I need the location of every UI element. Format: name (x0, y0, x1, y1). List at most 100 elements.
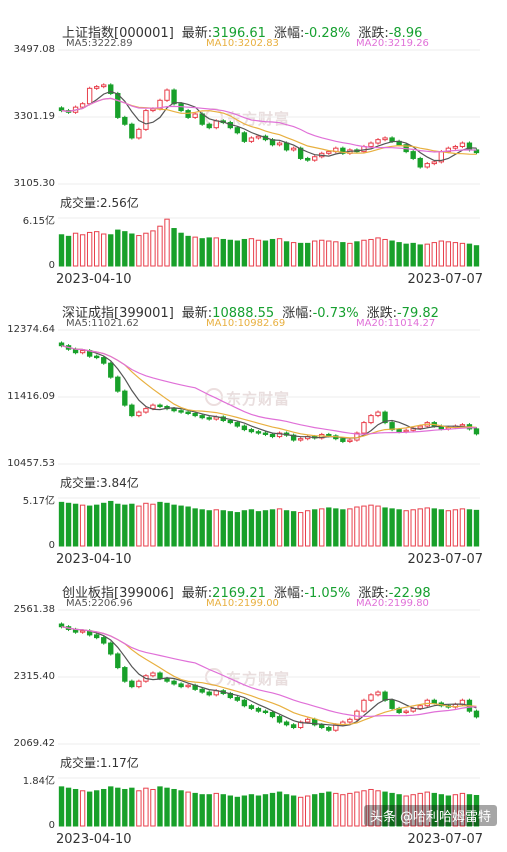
candle (101, 355, 107, 365)
volume-bar (403, 243, 409, 267)
volume-bar (466, 243, 473, 267)
ma5-legend: MA5:2206.96 (66, 598, 133, 609)
volume-bar (101, 502, 107, 547)
volume-bar (276, 238, 283, 267)
volume-bar (382, 791, 388, 827)
candle (101, 636, 107, 645)
candle (241, 424, 248, 432)
ma20-legend: MA20:3219.26 (356, 38, 429, 49)
volume-bar (276, 508, 283, 547)
volume-bar (164, 502, 170, 547)
price-chart (58, 49, 480, 185)
candle (269, 432, 276, 439)
volume-bar (241, 238, 248, 267)
volume-bar (297, 242, 304, 267)
volume-bar (206, 510, 212, 547)
volume-bar (79, 504, 86, 547)
volume-bar (192, 792, 198, 827)
volume-bar (255, 795, 262, 827)
chg-label: 涨跌: (358, 26, 389, 41)
candle (206, 690, 212, 697)
candle (375, 410, 381, 418)
volume-bar (185, 235, 191, 267)
price-tick-label: 10457.53 (7, 458, 55, 469)
volume-bar (122, 504, 128, 547)
candle (115, 375, 121, 393)
ma20-legend: MA20:11014.27 (356, 318, 436, 329)
volume-bar (326, 507, 332, 547)
volume-bar (445, 510, 452, 547)
volume-bar (354, 506, 360, 547)
volume-bar (185, 791, 191, 827)
candle (290, 433, 297, 442)
volume-bar (417, 244, 423, 267)
volume-bar (94, 231, 100, 267)
volume-bar (340, 794, 346, 827)
volume-bar (206, 237, 212, 267)
volume-bar (220, 238, 226, 267)
volume-bar (65, 787, 72, 827)
volume-bar (361, 790, 367, 827)
volume-bar (220, 794, 226, 827)
candle (185, 683, 191, 689)
volume-bar (319, 239, 325, 267)
candle (312, 155, 318, 162)
candle (340, 146, 346, 155)
volume-title: 成交量:2.56亿 (60, 196, 139, 210)
volume-bar (178, 505, 184, 547)
candle (382, 410, 388, 425)
volume-bar (424, 243, 430, 267)
candle (108, 83, 114, 96)
volume-bar (459, 792, 466, 827)
candle (333, 146, 339, 154)
volume-bar (234, 240, 241, 267)
volume-bar (150, 503, 156, 547)
volume-bar (136, 505, 142, 547)
volume-tick-label: 0 (48, 260, 55, 271)
watermark-text: 东方财富 (226, 390, 291, 408)
volume-bar (410, 242, 416, 267)
candle (185, 410, 191, 416)
candle (417, 156, 423, 169)
candle (368, 693, 374, 702)
volume-bar (255, 511, 262, 547)
candle (375, 690, 381, 697)
volume-bar (347, 792, 353, 827)
volume-bar (227, 239, 233, 267)
volume-bar (368, 788, 374, 827)
volume-bar (354, 791, 360, 827)
volume-bar (389, 240, 395, 267)
ma5-line (61, 90, 477, 162)
volume-bar (319, 792, 325, 827)
pct-value: -0.73% (312, 306, 359, 321)
candle (452, 144, 459, 150)
volume-bar (122, 788, 128, 827)
volume-tick-label: 0 (48, 820, 55, 831)
volume-bar (206, 794, 212, 827)
panel-header: 上证指数[000001] 最新:3196.61 涨幅:-0.28% 涨跌:-8.96 (62, 22, 422, 41)
index-name: 深证成指[399001] (62, 306, 174, 321)
candle (115, 652, 121, 670)
volume-bar (438, 240, 444, 267)
volume-bar (438, 794, 444, 827)
candle (122, 115, 128, 126)
volume-bar (340, 242, 346, 267)
volume-bar (340, 509, 346, 547)
date-end: 2023-07-07 (407, 832, 483, 847)
ma10-legend: MA10:3202.83 (206, 38, 279, 49)
candle (94, 633, 100, 640)
volume-bar (199, 509, 205, 547)
volume-bar (94, 504, 100, 547)
ma20-line (61, 97, 477, 153)
ma20-line (61, 626, 477, 718)
price-chart (58, 609, 480, 745)
volume-bar (312, 509, 318, 547)
volume-tick-label: 6.15亿 (22, 216, 55, 227)
volume-bar (178, 790, 184, 827)
candle (262, 431, 269, 437)
volume-bar (122, 231, 128, 267)
candle (473, 709, 480, 719)
candle (129, 679, 135, 689)
volume-bar (115, 503, 121, 547)
volume-bar (466, 509, 473, 547)
